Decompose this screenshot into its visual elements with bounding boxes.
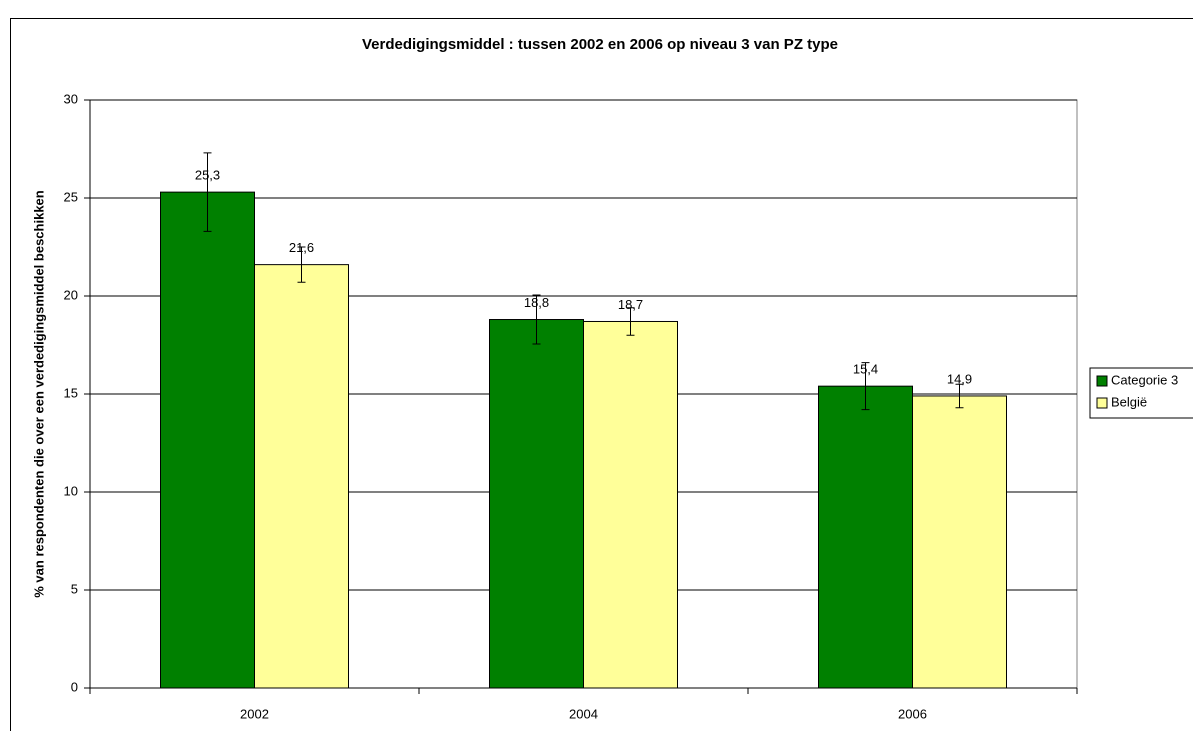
- bar: [583, 320, 678, 689]
- y-tick-label: 0: [71, 679, 78, 694]
- error-bar: [955, 383, 964, 409]
- y-tick-label: 25: [64, 189, 78, 204]
- chart-title: Verdedigingsmiddel : tussen 2002 en 2006…: [362, 36, 838, 53]
- data-label: 18,7: [618, 297, 643, 312]
- y-tick-label: 10: [64, 483, 78, 498]
- error-bar: [532, 294, 541, 345]
- bar: [818, 385, 913, 689]
- y-tick-label: 20: [64, 287, 78, 302]
- x-tick-label: 2006: [898, 706, 927, 721]
- y-tick-label: 30: [64, 91, 78, 106]
- y-tick-label: 15: [64, 385, 78, 400]
- data-label: 21,6: [289, 240, 314, 255]
- data-label: 14,9: [947, 371, 972, 386]
- error-bar: [861, 362, 870, 411]
- data-label: 15,4: [853, 362, 878, 377]
- x-tick-label: 2004: [569, 706, 598, 721]
- legend-label: Categorie 3: [1111, 372, 1178, 387]
- data-label: 18,8: [524, 295, 549, 310]
- legend-swatch: [1096, 375, 1108, 387]
- error-bar: [203, 152, 212, 232]
- bar: [489, 319, 584, 689]
- bar: [160, 191, 255, 689]
- legend-swatch: [1096, 397, 1108, 409]
- y-axis-label: % van respondenten die over een verdedig…: [31, 190, 46, 598]
- legend-label: België: [1111, 394, 1147, 409]
- data-label: 25,3: [195, 168, 220, 183]
- x-tick-label: 2002: [240, 706, 269, 721]
- bar: [254, 264, 349, 689]
- error-bar: [297, 246, 306, 283]
- y-tick-label: 5: [71, 581, 78, 596]
- bar: [912, 395, 1007, 689]
- error-bar: [626, 307, 635, 336]
